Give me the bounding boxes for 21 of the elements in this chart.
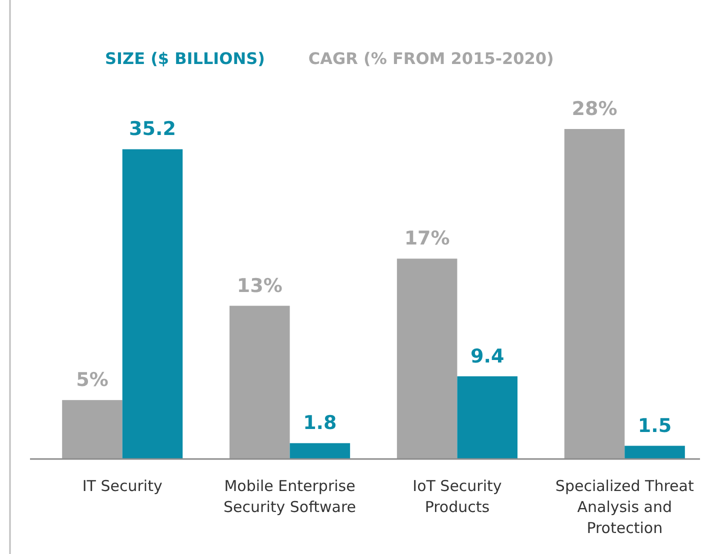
data-label: 9.4 — [470, 345, 504, 368]
data-label: 13% — [236, 274, 282, 297]
x-tick-label: IoT Security Products — [412, 477, 502, 516]
data-label: 28% — [572, 98, 618, 120]
x-tick-label: Specialized Threat Analysis and Protection — [555, 477, 694, 537]
data-label: 35.2 — [129, 118, 176, 140]
bar — [624, 446, 685, 459]
data-label: 1.8 — [303, 412, 337, 434]
x-tick-label: Mobile Enterprise Security Software — [224, 477, 356, 516]
data-label: 5% — [76, 369, 108, 392]
text: CAGR (% FROM 2015-2020) — [308, 49, 554, 68]
bar — [62, 400, 122, 459]
bar — [564, 129, 625, 459]
bar — [396, 258, 458, 459]
data-label: 1.5 — [638, 414, 672, 437]
data-label: 17% — [404, 228, 450, 250]
text: SIZE ($ BILLIONS) — [105, 49, 265, 68]
bar — [230, 306, 290, 459]
bar — [290, 443, 350, 459]
bar — [122, 149, 183, 459]
x-tick-label: IT Security — [82, 477, 162, 495]
